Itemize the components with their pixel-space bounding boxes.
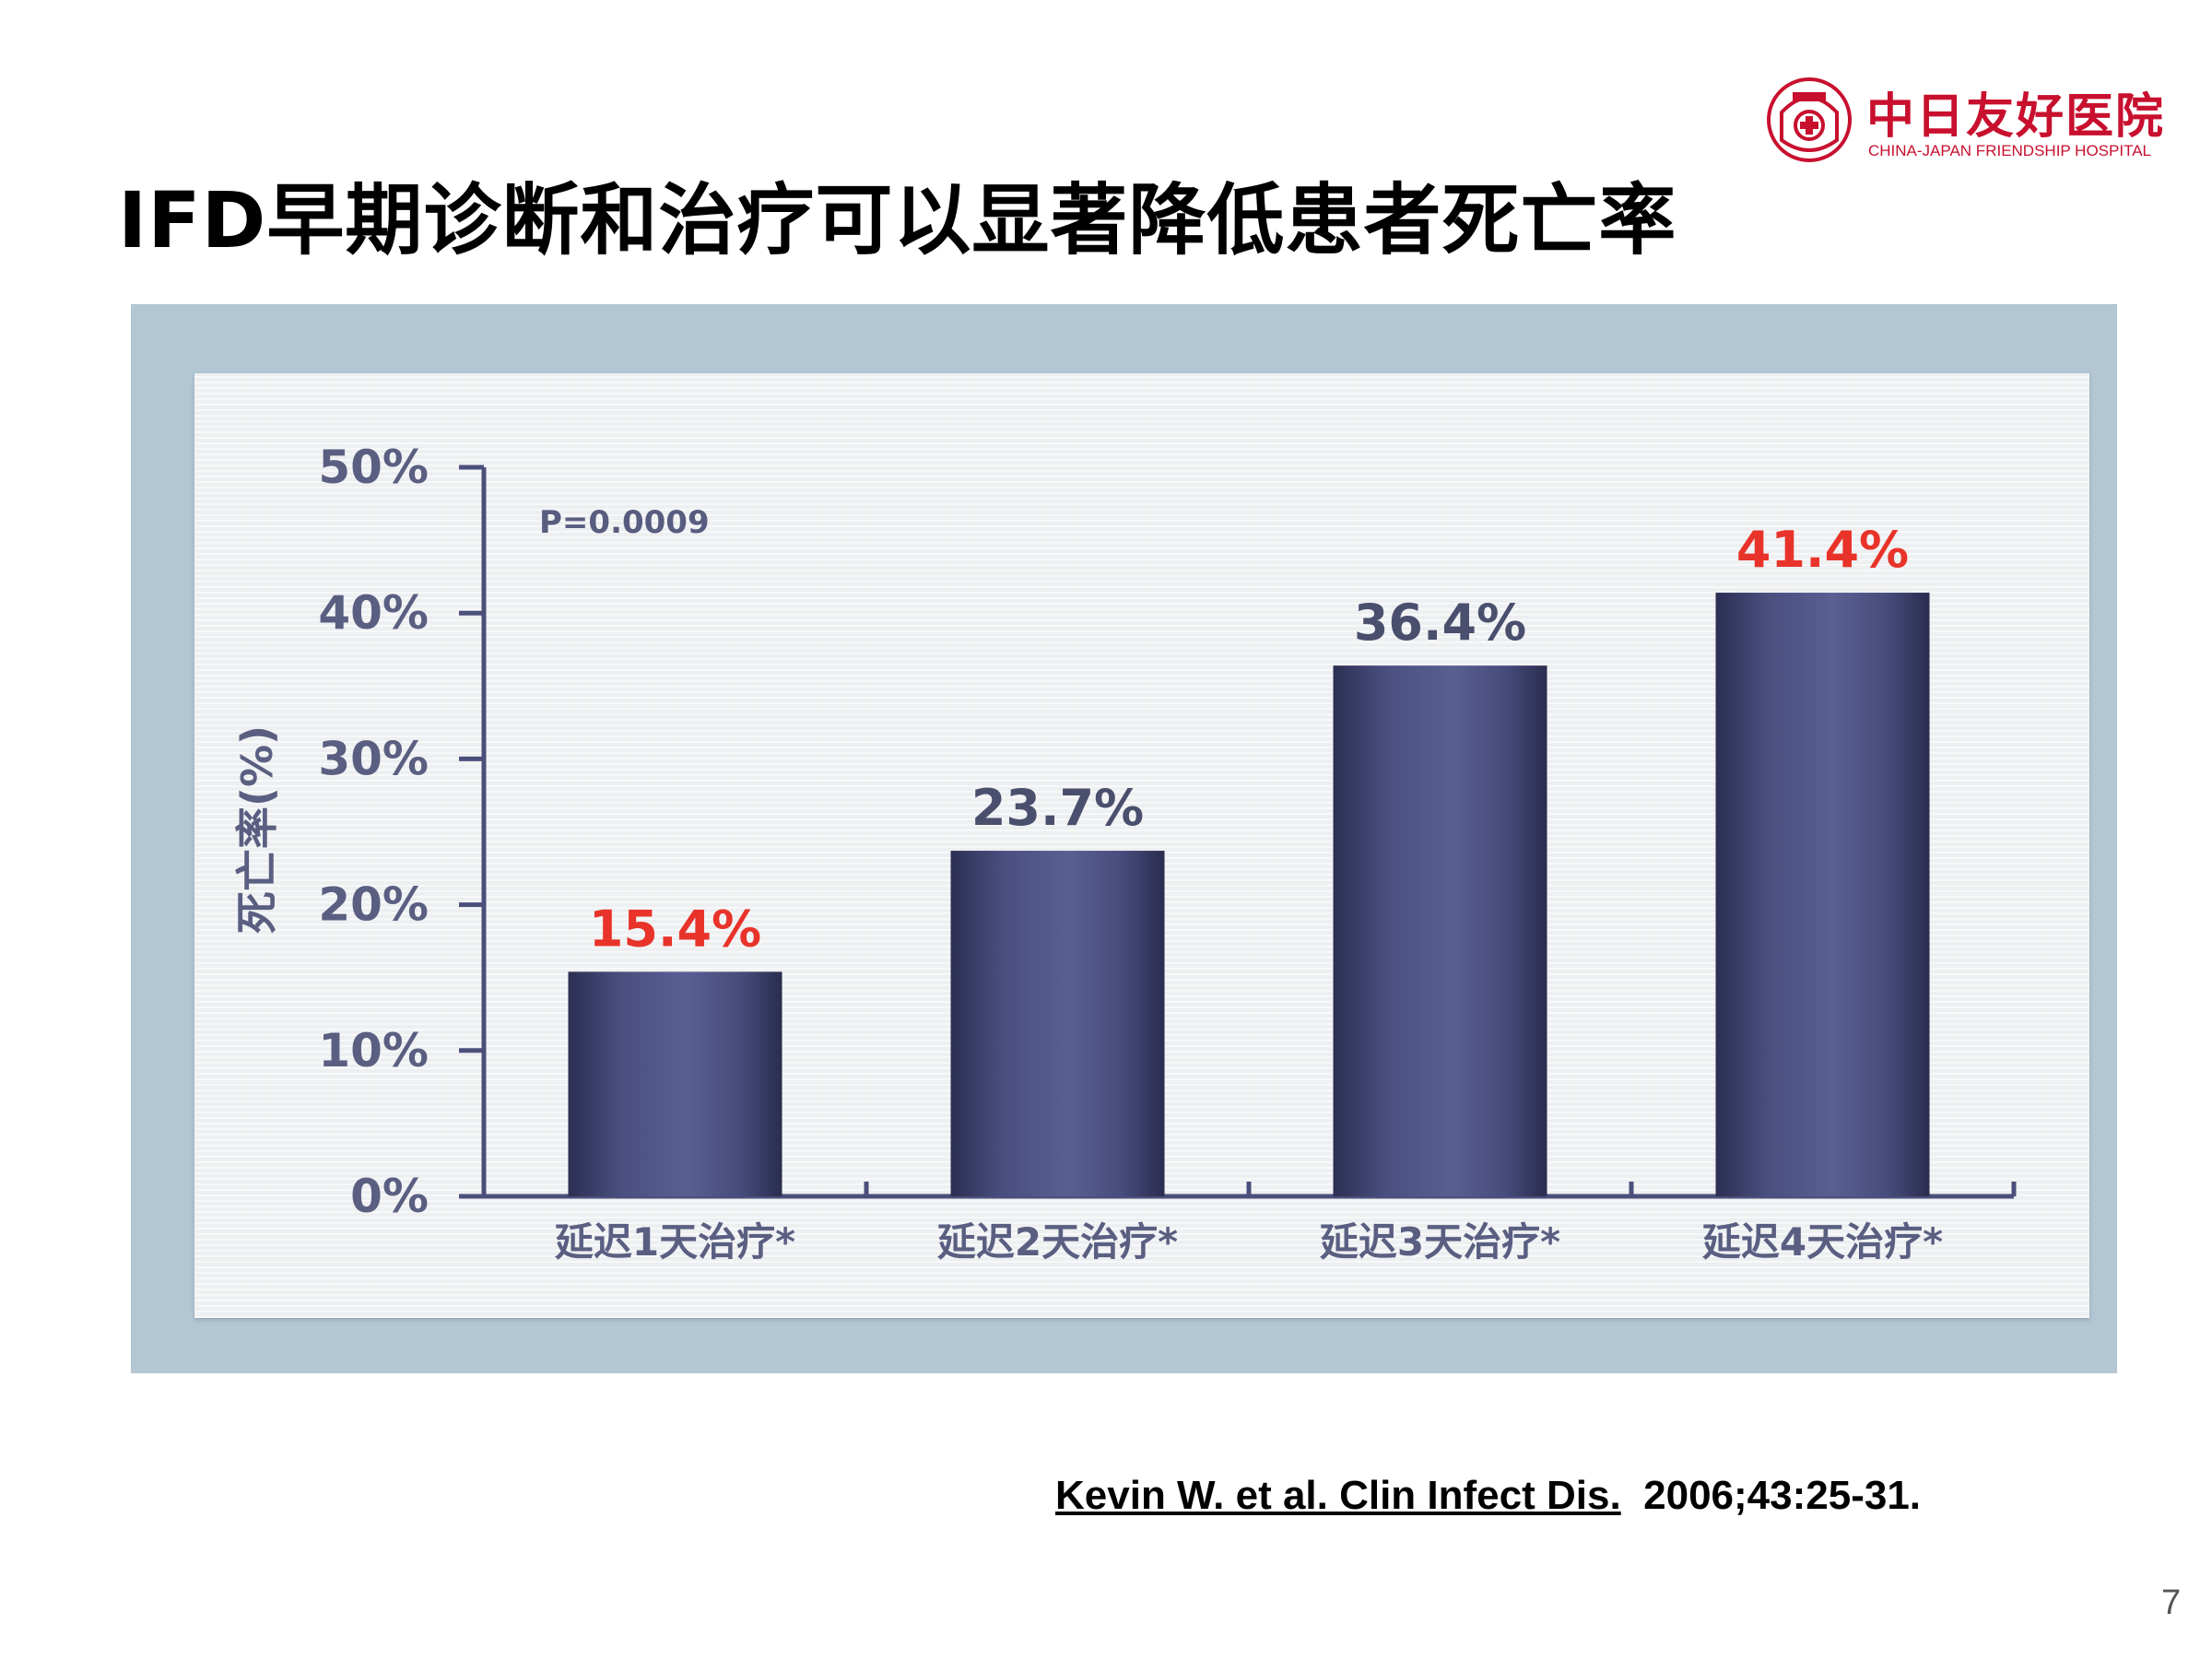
y-tick-label: 10% bbox=[318, 1024, 429, 1077]
p-value-annotation: P=0.0009 bbox=[539, 504, 710, 541]
citation-detail: 2006;43:25-31. bbox=[1643, 1473, 1922, 1518]
hospital-logo: 中日友好医院 CHINA-JAPAN FRIENDSHIP HOSPITAL bbox=[1765, 76, 2163, 168]
logo-name-cn: 中日友好医院 bbox=[1866, 88, 2166, 145]
y-tick-label: 30% bbox=[318, 732, 429, 785]
x-tick-label: 延迟4天治疗* bbox=[1702, 1219, 1943, 1265]
citation: Kevin W. et al. Clin Infect Dis. 2006;43… bbox=[1055, 1473, 1921, 1519]
bar bbox=[1333, 665, 1547, 1196]
bar bbox=[568, 971, 782, 1196]
y-tick-label: 0% bbox=[350, 1170, 429, 1223]
bar bbox=[950, 851, 1165, 1196]
hospital-emblem-icon bbox=[1767, 77, 1852, 162]
y-tick-label: 50% bbox=[318, 441, 429, 494]
x-tick-label: 延迟1天治疗* bbox=[555, 1219, 795, 1265]
y-axis-label: 死亡率(%) bbox=[232, 725, 282, 934]
x-tick-label: 延迟3天治疗* bbox=[1320, 1219, 1560, 1265]
x-tick-label: 延迟2天治疗* bbox=[937, 1219, 1178, 1265]
bar-data-label: 23.7% bbox=[971, 779, 1144, 837]
page-number: 7 bbox=[2161, 1583, 2182, 1622]
bar bbox=[1715, 593, 1930, 1196]
slide-title: IFD早期诊断和治疗可以显著降低患者死亡率 bbox=[118, 175, 1677, 265]
y-tick-label: 20% bbox=[318, 878, 429, 932]
bar-data-label: 41.4% bbox=[1736, 521, 1909, 579]
logo-name-en: CHINA-JAPAN FRIENDSHIP HOSPITAL bbox=[1868, 142, 2151, 159]
bar-data-label: 15.4% bbox=[589, 900, 761, 958]
y-tick-label: 40% bbox=[318, 586, 429, 640]
bar-data-label: 36.4% bbox=[1354, 594, 1526, 652]
citation-link[interactable]: Kevin W. et al. Clin Infect Dis. bbox=[1055, 1473, 1621, 1518]
